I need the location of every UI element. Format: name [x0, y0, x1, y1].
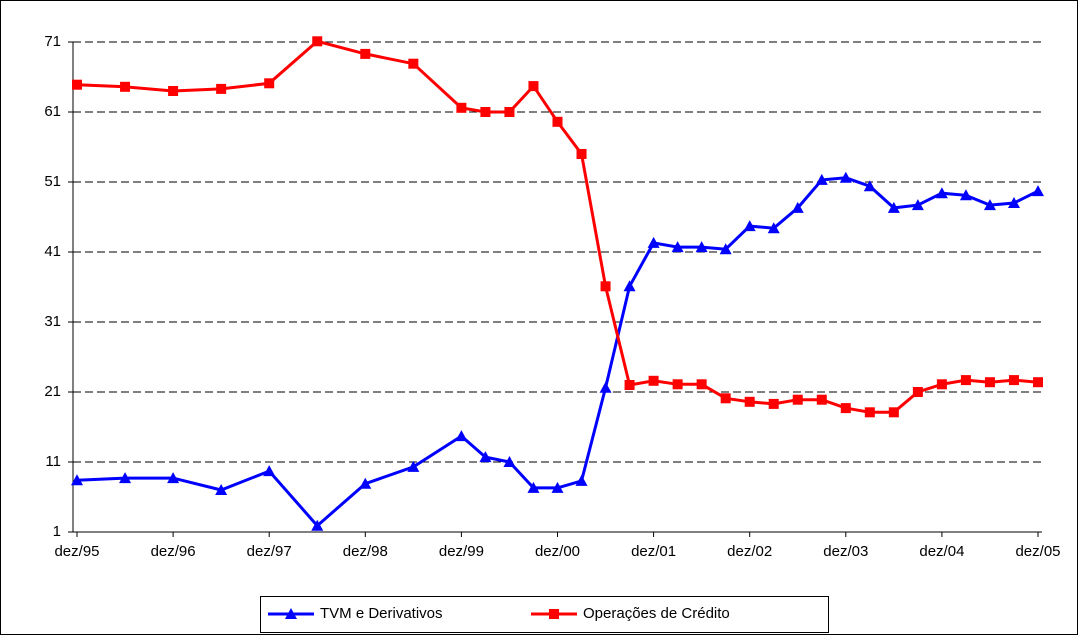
marker — [359, 477, 372, 489]
marker — [647, 236, 660, 248]
marker — [720, 393, 731, 404]
x-tick-label: dez/97 — [247, 543, 292, 560]
marker — [479, 451, 492, 463]
marker — [743, 220, 756, 232]
marker — [840, 403, 851, 414]
marker — [1033, 377, 1043, 388]
y-tick-label: 61 — [44, 103, 61, 120]
marker — [815, 173, 828, 185]
marker — [216, 83, 227, 94]
marker — [1007, 197, 1020, 208]
marker — [480, 107, 491, 117]
y-tick-label: 11 — [45, 453, 61, 470]
marker — [624, 380, 635, 390]
marker — [503, 456, 516, 467]
x-tick-label: dez/96 — [151, 543, 196, 560]
y-tick-label: 41 — [44, 243, 61, 260]
marker — [551, 481, 564, 493]
x-tick-label: dez/04 — [919, 543, 964, 560]
marker — [1008, 375, 1019, 386]
legend-label: Operações de Crédito — [583, 605, 730, 622]
marker — [791, 201, 804, 213]
marker — [456, 102, 467, 113]
marker — [549, 609, 559, 619]
marker — [311, 519, 324, 531]
marker — [71, 474, 83, 486]
marker — [911, 199, 924, 211]
marker — [576, 149, 587, 159]
marker — [864, 407, 875, 418]
marker — [408, 58, 419, 69]
y-tick-label: 51 — [44, 173, 61, 190]
marker — [696, 379, 707, 390]
marker — [767, 222, 780, 234]
marker — [575, 474, 588, 486]
marker — [959, 189, 972, 201]
x-tick-label: dez/01 — [631, 543, 676, 560]
marker — [912, 387, 923, 397]
x-tick-label: dez/05 — [1015, 543, 1060, 560]
marker — [695, 241, 708, 253]
marker — [839, 171, 852, 183]
marker — [360, 48, 371, 59]
marker — [528, 81, 539, 92]
y-tick-label: 71 — [44, 33, 61, 50]
x-tick-label: dez/03 — [823, 543, 868, 560]
marker — [167, 472, 180, 484]
marker — [527, 481, 540, 493]
x-tick-label: dez/95 — [54, 543, 99, 560]
marker — [312, 36, 323, 47]
marker — [863, 180, 876, 192]
x-tick-label: dez/99 — [439, 543, 484, 560]
y-tick-label: 21 — [44, 383, 61, 400]
marker — [816, 394, 827, 405]
marker — [935, 187, 948, 199]
x-tick-label: dez/00 — [535, 543, 580, 560]
marker — [768, 398, 779, 409]
marker — [744, 396, 755, 407]
marker — [119, 472, 132, 484]
marker — [504, 107, 515, 117]
marker — [936, 379, 947, 390]
marker — [215, 484, 228, 495]
marker — [285, 608, 297, 619]
x-tick-label: dez/02 — [727, 543, 772, 560]
marker — [888, 407, 899, 418]
marker — [672, 379, 683, 390]
marker — [983, 199, 996, 211]
x-tick-label: dez/98 — [343, 543, 388, 560]
marker — [623, 280, 636, 292]
marker — [168, 86, 179, 96]
legend-label: TVM e Derivativos — [320, 605, 443, 622]
marker — [263, 465, 276, 477]
marker — [887, 201, 900, 213]
marker — [72, 79, 82, 90]
y-tick-label: 1 — [53, 523, 61, 540]
marker — [671, 241, 684, 253]
marker — [984, 377, 995, 388]
marker — [719, 243, 732, 255]
marker — [455, 430, 468, 442]
marker — [407, 460, 420, 472]
marker — [599, 381, 612, 393]
marker — [792, 394, 803, 405]
marker — [264, 78, 275, 89]
marker — [648, 375, 659, 386]
marker — [600, 281, 611, 292]
marker — [552, 116, 563, 127]
marker — [120, 81, 131, 92]
marker — [960, 375, 971, 386]
y-tick-label: 31 — [44, 313, 61, 330]
marker — [1032, 185, 1044, 197]
